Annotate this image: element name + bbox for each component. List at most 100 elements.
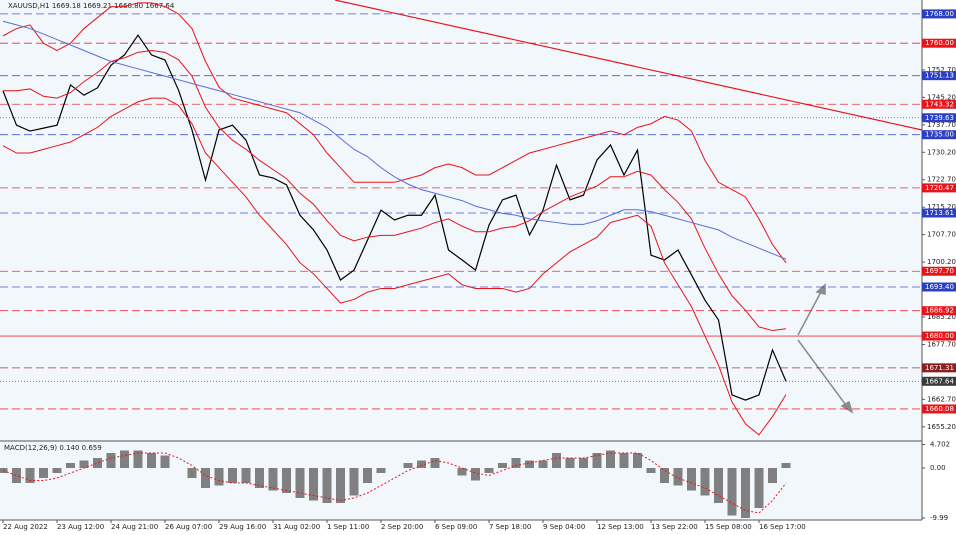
x-tick-label: 6 Sep 09:00	[435, 523, 477, 531]
level-label-box	[922, 99, 956, 109]
level-label-box	[922, 266, 956, 276]
macd-bar	[538, 460, 548, 468]
y-tick-label: 1662.70	[927, 395, 956, 403]
macd-bar	[619, 453, 629, 468]
macd-bar	[484, 468, 494, 473]
macd-bar	[106, 453, 116, 468]
macd-bar	[471, 468, 480, 481]
scenario-arrows	[797, 283, 854, 414]
price-line	[2, 34, 787, 401]
price-line	[2, 2, 787, 264]
x-tick-label: 13 Sep 22:00	[651, 523, 698, 531]
macd-bar	[349, 468, 359, 496]
price-line	[2, 97, 787, 436]
level-label-box	[922, 9, 956, 19]
level-label-box	[922, 71, 956, 81]
x-tick-label: 22 Aug 2022	[3, 523, 48, 531]
macd-bar	[336, 468, 345, 503]
y-tick-label: 1700.20	[927, 258, 956, 266]
macd-bar	[403, 463, 413, 468]
macd-bar	[525, 460, 534, 468]
plot-background	[0, 0, 922, 520]
level-label: 1739.63	[925, 114, 954, 122]
macd-bar	[66, 463, 75, 468]
level-label: 1743.32	[925, 100, 954, 108]
y-tick-label: 1707.70	[927, 231, 956, 239]
macd-bar	[511, 458, 521, 468]
macd-bar	[606, 450, 615, 468]
macd-bar	[727, 468, 737, 516]
macd-title: MACD(12,26,9) 0.140 0.659	[4, 444, 102, 452]
y-tick-label: 1677.70	[927, 340, 956, 348]
macd-bar	[660, 468, 669, 483]
macd-bar	[255, 468, 264, 488]
macd-bar	[363, 468, 372, 483]
macd-bar	[160, 455, 170, 468]
macd-bar	[673, 468, 683, 486]
macd-bar	[633, 453, 642, 468]
macd-bar	[39, 468, 48, 478]
level-label-box	[922, 306, 956, 316]
level-label: 1760.00	[925, 39, 954, 47]
x-tick-label: 29 Aug 16:00	[219, 523, 266, 531]
macd-bar	[228, 468, 237, 483]
level-label: 1720.47	[925, 184, 954, 192]
level-label-box	[922, 113, 956, 123]
x-tick-label: 23 Aug 12:00	[57, 523, 104, 531]
y-tick-label: 1685.20	[927, 313, 956, 321]
level-label: 1660.08	[925, 405, 954, 413]
macd-bar	[781, 463, 791, 468]
macd-bar	[498, 463, 507, 468]
macd-bar	[309, 468, 318, 501]
macd-bar	[714, 468, 723, 503]
macd-bar	[754, 468, 764, 508]
macd-bar	[417, 460, 426, 468]
level-label: 1680.00	[925, 332, 954, 340]
macd-bar	[214, 468, 224, 486]
macd-tick-label: 0.00	[930, 464, 946, 472]
level-label: 1671.31	[925, 364, 954, 372]
level-label-box	[922, 404, 956, 414]
x-tick-label: 7 Sep 18:00	[489, 523, 531, 531]
level-label: 1693.40	[925, 283, 954, 291]
y-tick-label: 1745.20	[927, 93, 956, 101]
level-label: 1686.92	[925, 307, 954, 315]
x-tick-label: 9 Sep 04:00	[543, 523, 585, 531]
macd-bar	[282, 468, 291, 493]
x-tick-label: 16 Sep 17:00	[759, 523, 806, 531]
y-tick-label: 1722.70	[927, 176, 956, 184]
macd-bar	[120, 450, 129, 468]
level-label: 1768.00	[925, 10, 954, 18]
symbol-info: XAUUSD,H1 1669.18 1669.21 1666.80 1667.6…	[8, 2, 175, 10]
macd-bar	[687, 468, 696, 491]
level-label: 1735.00	[925, 131, 954, 139]
x-tick-label: 15 Sep 08:00	[705, 523, 752, 531]
y-tick-label: 1655.20	[927, 423, 956, 431]
level-label-box	[922, 130, 956, 140]
macd-bar	[201, 468, 210, 488]
macd-bar	[12, 468, 21, 483]
macd-bar	[646, 468, 656, 473]
x-tick-label: 31 Aug 02:00	[273, 523, 320, 531]
trend-line	[334, 0, 923, 131]
level-label-box	[922, 376, 956, 386]
macd-tick-label: 4.702	[930, 440, 950, 448]
macd-bar	[93, 458, 102, 468]
level-label: 1667.64	[925, 377, 954, 385]
macd-bar	[295, 468, 305, 498]
x-tick-label: 12 Sep 13:00	[597, 523, 644, 531]
level-label: 1713.61	[925, 209, 954, 217]
x-tick-label: 26 Aug 07:00	[165, 523, 212, 531]
y-tick-label: 1730.20	[927, 148, 956, 156]
macd-bar	[430, 458, 440, 468]
macd-signal	[2, 452, 787, 514]
macd-bar	[741, 468, 750, 518]
level-label: 1697.70	[925, 267, 954, 275]
macd-bar	[133, 450, 143, 468]
macd-bar	[52, 468, 62, 473]
macd-bar	[700, 468, 710, 496]
macd-bar	[552, 453, 561, 468]
y-tick-label: 1715.20	[927, 203, 956, 211]
y-tick-label: 1752.70	[927, 66, 956, 74]
